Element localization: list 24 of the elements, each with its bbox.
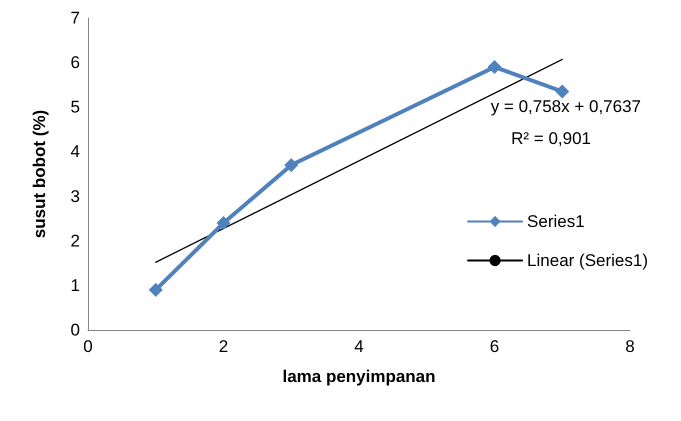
- point: [555, 84, 570, 99]
- y-axis-title: susut bobot (%): [30, 110, 49, 238]
- y-tick-label: 7: [70, 8, 80, 28]
- y-tick-label: 1: [70, 276, 80, 295]
- y-tick-label: 0: [70, 320, 80, 340]
- legend-label: Series1: [527, 212, 585, 231]
- y-tick-label: 6: [70, 53, 80, 72]
- annotation: R² = 0,901: [511, 129, 591, 148]
- annotation: y = 0,758x + 0,7637: [490, 97, 641, 116]
- y-tick-label: 4: [70, 142, 80, 162]
- point: [284, 158, 298, 172]
- y-tick-label: 5: [70, 98, 80, 117]
- x-tick-label: 2: [218, 337, 228, 356]
- x-tick-label: 0: [83, 337, 93, 356]
- x-axis-title: lama penyimpanan: [282, 367, 436, 386]
- x-tick-label: 4: [354, 337, 364, 356]
- point: [488, 60, 502, 74]
- x-tick-label: 8: [625, 337, 635, 356]
- y-tick-label: 2: [70, 231, 80, 250]
- point: [216, 216, 230, 230]
- x-tick-label: 6: [490, 337, 500, 356]
- point: [148, 282, 163, 297]
- y-tick-label: 3: [70, 186, 80, 206]
- legend-label: Linear (Series1): [527, 251, 648, 270]
